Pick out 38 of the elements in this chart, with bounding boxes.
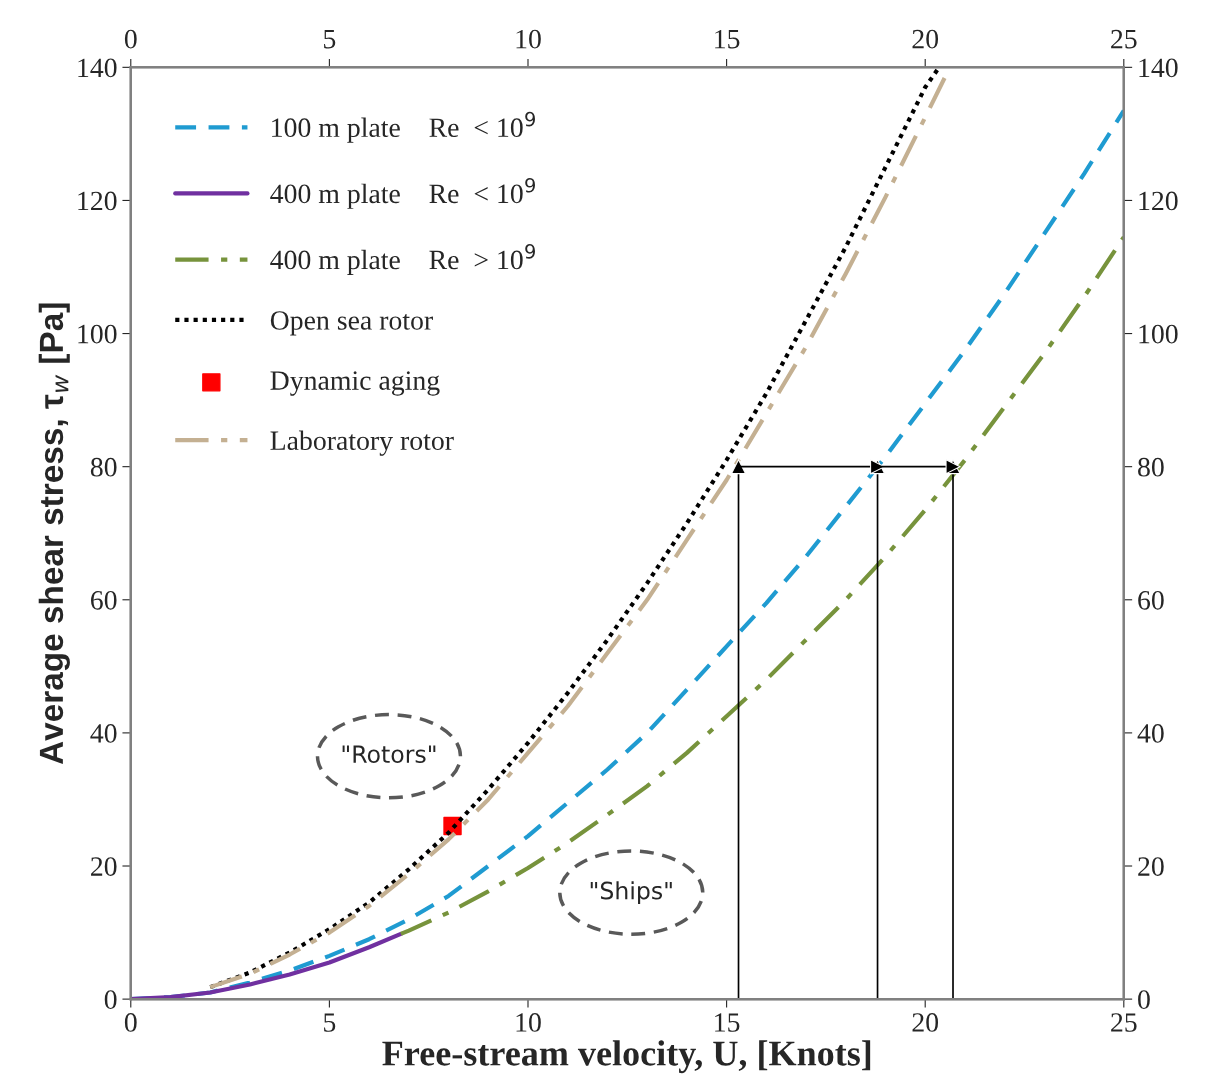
y-axis-title: Average shear stress, τ$_{w}$ [Pa] xyxy=(38,303,70,765)
y2-tick-label: 140 xyxy=(1139,58,1178,78)
legend-label: Laboratory rotor xyxy=(270,430,454,456)
y-tick-label: 0 xyxy=(104,990,117,1010)
x-tick-label: 25 xyxy=(1111,1013,1137,1032)
y2-tick-label: 100 xyxy=(1139,324,1178,344)
y2-tick-label: 60 xyxy=(1138,590,1164,610)
x2-tick-label: 25 xyxy=(1111,29,1137,49)
y2-tick-label: 120 xyxy=(1139,191,1178,211)
annotation: "Rotors" xyxy=(342,745,436,764)
y-tick-label: 60 xyxy=(91,590,117,610)
annotation: "Ships" xyxy=(590,881,672,905)
legend-label: 100 m plate Re < 10$^{9}$ xyxy=(272,111,535,143)
y-tick-label: 100 xyxy=(78,324,117,344)
x2-tick-label: 15 xyxy=(715,29,740,49)
x-tick-label: 20 xyxy=(912,1013,939,1032)
x2-tick-label: 20 xyxy=(912,29,939,49)
y2-tick-label: 40 xyxy=(1137,724,1164,743)
y-tick-label: 140 xyxy=(78,58,117,78)
x-axis-title: Free-stream velocity, U, [Knots] xyxy=(382,1040,871,1074)
x-tick-label: 5 xyxy=(324,1013,336,1032)
y-tick-label: 80 xyxy=(90,457,117,477)
legend-label: Dynamic aging xyxy=(270,371,440,396)
x-tick-label: 10 xyxy=(516,1013,541,1032)
x-tick-label: 15 xyxy=(715,1013,740,1032)
x2-tick-label: 5 xyxy=(324,30,336,49)
legend-label: 400 m plate Re < 10$^{9}$ xyxy=(270,177,535,209)
x-tick-label: 0 xyxy=(124,1013,137,1032)
x2-tick-label: 10 xyxy=(516,29,541,49)
legend-label: Open sea rotor xyxy=(270,311,433,336)
y2-tick-label: 20 xyxy=(1138,857,1164,876)
y2-tick-label: 80 xyxy=(1138,457,1164,477)
y2-tick-label: 0 xyxy=(1138,990,1150,1010)
legend-label: 400 m plate Re > 10$^{9}$ xyxy=(270,244,535,275)
y-tick-label: 20 xyxy=(91,857,117,876)
y-tick-label: 40 xyxy=(90,724,117,743)
x2-tick-label: 0 xyxy=(124,29,137,49)
y-tick-label: 120 xyxy=(78,191,117,211)
